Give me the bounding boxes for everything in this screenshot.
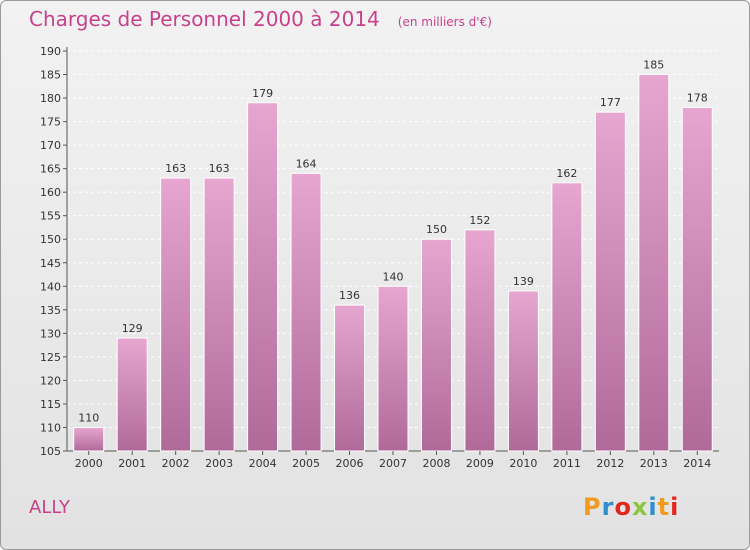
bar bbox=[638, 74, 670, 452]
data-label: 150 bbox=[426, 223, 447, 236]
data-label: 179 bbox=[252, 87, 273, 100]
chart-title-main: Charges de Personnel 2000 à 2014 bbox=[29, 7, 380, 31]
bar bbox=[160, 177, 192, 452]
y-tick-label: 120 bbox=[40, 374, 61, 387]
x-tick-label: 2010 bbox=[509, 457, 537, 470]
x-tick-label: 2011 bbox=[553, 457, 581, 470]
data-label: 164 bbox=[296, 157, 317, 170]
x-tick-label: 2009 bbox=[466, 457, 494, 470]
data-label: 185 bbox=[643, 59, 664, 72]
bar bbox=[116, 337, 148, 452]
y-tick-label: 140 bbox=[40, 280, 61, 293]
y-tick-label: 165 bbox=[40, 163, 61, 176]
bar bbox=[681, 106, 713, 452]
bar bbox=[334, 304, 366, 452]
chart-subtitle: (en milliers d'€) bbox=[397, 15, 492, 29]
x-tick-label: 2001 bbox=[118, 457, 146, 470]
bar bbox=[377, 285, 409, 452]
y-tick-label: 170 bbox=[40, 139, 61, 152]
x-tick-label: 2012 bbox=[596, 457, 624, 470]
y-tick-label: 105 bbox=[40, 445, 61, 458]
bar bbox=[203, 177, 235, 452]
logo-letter: i bbox=[648, 493, 658, 521]
chart-title: Charges de Personnel 2000 à 2014 (en mill… bbox=[29, 7, 492, 31]
y-tick-label: 155 bbox=[40, 210, 61, 223]
data-label: 110 bbox=[78, 411, 99, 424]
bar bbox=[507, 290, 539, 452]
data-label: 129 bbox=[122, 322, 143, 335]
x-tick-label: 2000 bbox=[75, 457, 103, 470]
x-tick-label: 2004 bbox=[249, 457, 277, 470]
y-tick-label: 135 bbox=[40, 304, 61, 317]
commune-name: ALLY bbox=[29, 497, 70, 518]
logo-letter: i bbox=[670, 493, 680, 521]
data-label: 163 bbox=[165, 162, 186, 175]
logo-letter: r bbox=[601, 493, 615, 521]
y-tick-label: 130 bbox=[40, 327, 61, 340]
data-label: 178 bbox=[687, 91, 708, 104]
logo-letter: x bbox=[631, 493, 649, 521]
bar bbox=[73, 426, 105, 452]
bar bbox=[420, 238, 452, 452]
x-tick-label: 2008 bbox=[422, 457, 450, 470]
y-tick-label: 150 bbox=[40, 233, 61, 246]
y-tick-label: 160 bbox=[40, 186, 61, 199]
y-tick-label: 180 bbox=[40, 92, 61, 105]
data-label: 162 bbox=[556, 167, 577, 180]
bar bbox=[290, 172, 322, 452]
bar bbox=[594, 111, 626, 452]
x-tick-label: 2002 bbox=[162, 457, 190, 470]
x-tick-label: 2005 bbox=[292, 457, 320, 470]
y-tick-label: 190 bbox=[40, 45, 61, 58]
x-tick-label: 2006 bbox=[336, 457, 364, 470]
data-label: 140 bbox=[383, 270, 404, 283]
data-label: 139 bbox=[513, 275, 534, 288]
y-tick-label: 125 bbox=[40, 351, 61, 364]
y-tick-label: 115 bbox=[40, 398, 61, 411]
x-tick-label: 2013 bbox=[640, 457, 668, 470]
bar bbox=[551, 182, 583, 452]
y-tick-label: 175 bbox=[40, 116, 61, 129]
bar bbox=[464, 229, 496, 452]
data-label: 163 bbox=[209, 162, 230, 175]
y-tick-label: 110 bbox=[40, 421, 61, 434]
logo-letter: o bbox=[614, 493, 632, 521]
x-tick-label: 2007 bbox=[379, 457, 407, 470]
data-label: 152 bbox=[469, 214, 490, 227]
x-tick-label: 2014 bbox=[683, 457, 711, 470]
proxiti-logo[interactable]: Proxiti bbox=[583, 493, 679, 521]
x-tick-label: 2003 bbox=[205, 457, 233, 470]
y-tick-label: 185 bbox=[40, 69, 61, 82]
bar bbox=[247, 102, 279, 452]
logo-letter: t bbox=[657, 493, 671, 521]
y-tick-label: 145 bbox=[40, 257, 61, 270]
logo-letter: P bbox=[583, 493, 602, 521]
data-label: 177 bbox=[600, 96, 621, 109]
data-label: 136 bbox=[339, 289, 360, 302]
